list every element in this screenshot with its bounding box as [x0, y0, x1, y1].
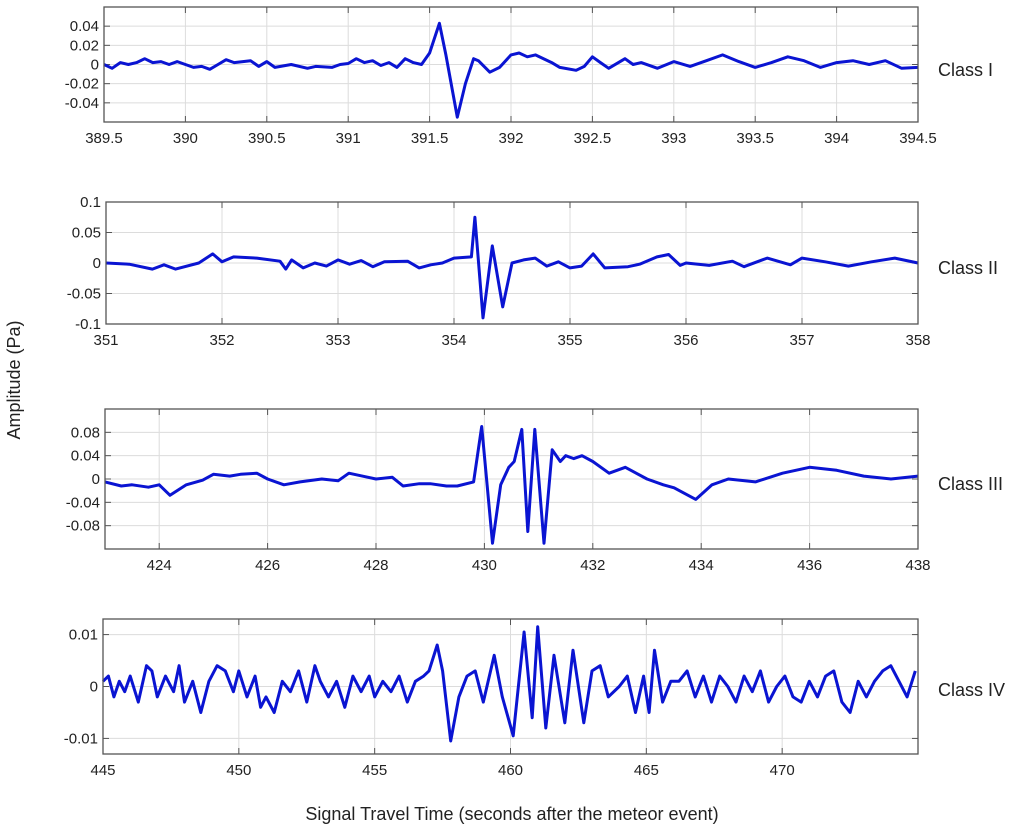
y-tick-label: -0.1 — [75, 316, 101, 333]
y-tick-label: 0.1 — [80, 194, 101, 211]
y-axis-label: Amplitude (Pa) — [4, 320, 24, 439]
x-tick-label: 391.5 — [411, 130, 449, 147]
x-tick-label: 394.5 — [899, 130, 937, 147]
x-tick-label: 432 — [580, 557, 605, 574]
x-tick-label: 356 — [673, 332, 698, 349]
y-tick-label: 0.04 — [70, 18, 99, 35]
class-label: Class II — [938, 258, 998, 278]
x-tick-label: 436 — [797, 557, 822, 574]
x-tick-label: 390.5 — [248, 130, 286, 147]
y-tick-label: 0.04 — [71, 448, 100, 465]
x-tick-label: 355 — [557, 332, 582, 349]
x-tick-label: 394 — [824, 130, 849, 147]
x-tick-label: 465 — [634, 762, 659, 779]
y-tick-label: 0 — [90, 679, 98, 696]
class-label: Class III — [938, 474, 1003, 494]
x-tick-label: 460 — [498, 762, 523, 779]
signal-line — [105, 215, 919, 320]
x-tick-label: 455 — [362, 762, 387, 779]
x-tick-label: 392 — [498, 130, 523, 147]
y-tick-label: -0.08 — [66, 518, 100, 535]
x-tick-label: 450 — [226, 762, 251, 779]
x-tick-label: 353 — [325, 332, 350, 349]
x-tick-label: 424 — [147, 557, 172, 574]
x-tick-label: 426 — [255, 557, 280, 574]
y-tick-label: 0.02 — [70, 37, 99, 54]
y-tick-label: -0.01 — [64, 730, 98, 747]
x-tick-label: 470 — [770, 762, 795, 779]
y-tick-label: 0 — [92, 471, 100, 488]
panel-3: 424 426 428 430 432 434 436 438 0.08 0.04 0 -0.04 -0… — [66, 408, 1003, 574]
y-tick-label: 0.08 — [71, 424, 100, 441]
x-tick-label: 430 — [472, 557, 497, 574]
x-tick-label: 389.5 — [85, 130, 123, 147]
y-tick-label: 0.01 — [69, 627, 98, 644]
x-tick-label: 352 — [209, 332, 234, 349]
x-tick-label: 428 — [363, 557, 388, 574]
x-tick-label: 434 — [689, 557, 714, 574]
signal-line — [104, 425, 919, 545]
x-tick-label: 358 — [905, 332, 930, 349]
x-tick-label: 357 — [789, 332, 814, 349]
x-tick-label: 393.5 — [736, 130, 774, 147]
plot-frame — [103, 6, 919, 123]
plot-frame — [102, 618, 919, 755]
plot-frame — [105, 201, 919, 325]
panel-2: 351 352 353 354 355 356 357 358 0.1 0.05 0 -0.05 -0.… — [67, 194, 998, 349]
y-tick-label: 0.05 — [72, 225, 101, 242]
x-tick-label: 445 — [90, 762, 115, 779]
plot-frame — [104, 408, 919, 550]
x-tick-label: 393 — [661, 130, 686, 147]
y-tick-label: -0.05 — [67, 286, 101, 303]
panel-1: 389.5 390 390.5 391 391.5 392 392.5 393 393.5 394… — [65, 6, 993, 147]
signal-line — [101, 625, 917, 743]
y-tick-label: -0.04 — [66, 494, 100, 511]
x-tick-label: 438 — [905, 557, 930, 574]
x-tick-label: 392.5 — [574, 130, 612, 147]
y-tick-label: -0.04 — [65, 95, 99, 112]
y-tick-label: 0 — [91, 57, 99, 74]
x-axis-label: Signal Travel Time (seconds after the me… — [305, 804, 718, 824]
class-label: Class I — [938, 60, 993, 80]
y-tick-label: -0.02 — [65, 76, 99, 93]
y-tick-label: 0 — [93, 255, 101, 272]
x-tick-label: 390 — [173, 130, 198, 147]
x-tick-label: 391 — [336, 130, 361, 147]
signal-line — [103, 21, 919, 119]
class-label: Class IV — [938, 680, 1005, 700]
x-tick-label: 351 — [93, 332, 118, 349]
x-tick-label: 354 — [441, 332, 466, 349]
panel-4: 445 450 455 460 465 470 0.01 0 -0.01 Class IV — [64, 618, 1005, 779]
